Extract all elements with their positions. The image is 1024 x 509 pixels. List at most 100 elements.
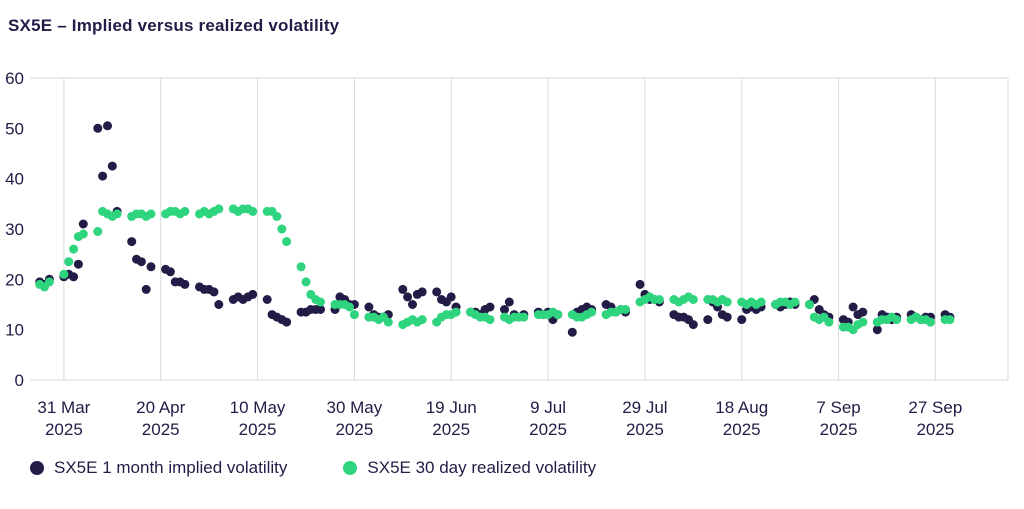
- x-tick-label: 30 May: [327, 398, 383, 417]
- y-tick-label: 0: [15, 371, 24, 390]
- data-point: [432, 287, 442, 297]
- data-point: [248, 289, 258, 299]
- data-point: [316, 297, 325, 307]
- x-tick-label: 31 Mar: [37, 398, 90, 417]
- data-point: [301, 277, 311, 287]
- data-point: [136, 257, 146, 267]
- data-point: [417, 315, 427, 325]
- data-point: [180, 206, 190, 216]
- x-tick-year-label: 2025: [239, 420, 277, 439]
- x-tick-year-label: 2025: [45, 420, 83, 439]
- data-point: [262, 295, 272, 304]
- data-point: [485, 315, 495, 325]
- data-point: [485, 302, 495, 312]
- x-tick-label: 27 Sep: [908, 398, 962, 417]
- x-tick-label: 20 Apr: [136, 398, 185, 417]
- y-tick-label: 30: [5, 220, 24, 239]
- x-tick-year-label: 2025: [432, 420, 470, 439]
- data-point: [73, 259, 83, 269]
- data-point: [214, 300, 224, 309]
- data-point: [103, 121, 112, 131]
- data-point: [446, 292, 456, 302]
- data-point: [93, 227, 103, 236]
- data-point: [272, 211, 282, 221]
- x-tick-year-label: 2025: [335, 420, 373, 439]
- data-point: [64, 257, 74, 267]
- data-point: [209, 287, 219, 297]
- chart-legend: SX5E 1 month implied volatility SX5E 30 …: [30, 454, 596, 482]
- realized-series-marker-icon: [343, 461, 358, 475]
- data-point: [500, 305, 509, 314]
- data-point: [872, 325, 882, 335]
- data-point: [408, 300, 417, 309]
- data-point: [248, 206, 258, 216]
- data-point: [737, 315, 747, 325]
- data-point: [146, 209, 156, 219]
- data-point: [688, 320, 698, 330]
- x-tick-label: 18 Aug: [715, 398, 768, 417]
- x-tick-year-label: 2025: [723, 420, 761, 439]
- data-point: [127, 237, 137, 247]
- y-tick-label: 20: [5, 270, 24, 289]
- data-point: [78, 219, 88, 229]
- data-point: [214, 204, 224, 214]
- data-point: [926, 317, 935, 327]
- data-point: [180, 279, 190, 289]
- data-point: [703, 315, 713, 325]
- x-tick-label: 29 Jul: [622, 398, 667, 417]
- data-point: [146, 262, 156, 272]
- data-point: [892, 315, 902, 325]
- data-point: [848, 302, 858, 312]
- data-point: [277, 224, 287, 234]
- x-tick-year-label: 2025: [142, 420, 180, 439]
- y-tick-label: 50: [5, 119, 24, 138]
- data-point: [504, 297, 514, 307]
- legend-item-realized: SX5E 30 day realized volatility: [343, 458, 596, 478]
- legend-label-realized: SX5E 30 day realized volatility: [367, 458, 597, 477]
- x-tick-year-label: 2025: [529, 420, 567, 439]
- data-point: [112, 209, 122, 219]
- data-point: [44, 277, 54, 287]
- data-point: [587, 307, 597, 317]
- y-tick-label: 60: [5, 69, 24, 88]
- x-tick-label: 19 Jun: [426, 398, 477, 417]
- data-point: [398, 284, 408, 294]
- data-point: [282, 317, 292, 327]
- data-point: [282, 237, 292, 247]
- data-point: [635, 279, 645, 289]
- data-point: [451, 307, 461, 317]
- chart-title: SX5E – Implied versus realized volatilit…: [8, 16, 340, 35]
- y-tick-label: 10: [5, 321, 24, 340]
- data-point: [296, 262, 306, 272]
- data-point: [756, 297, 766, 307]
- data-point: [383, 317, 393, 327]
- implied-series-marker-icon: [30, 461, 44, 475]
- data-point: [403, 292, 413, 302]
- data-point: [78, 229, 88, 239]
- x-tick-year-label: 2025: [820, 420, 858, 439]
- data-point: [93, 123, 103, 133]
- data-point: [364, 302, 374, 312]
- data-point: [824, 317, 834, 327]
- data-point: [59, 269, 69, 279]
- data-point: [567, 327, 577, 337]
- y-tick-label: 40: [5, 170, 24, 189]
- data-point: [858, 317, 868, 327]
- data-point: [945, 315, 955, 325]
- data-point: [69, 244, 79, 254]
- data-point: [141, 284, 151, 294]
- data-point: [345, 302, 354, 312]
- data-point: [107, 161, 117, 171]
- data-point: [98, 171, 108, 181]
- data-point: [553, 310, 563, 320]
- data-point: [621, 305, 630, 314]
- data-point: [519, 312, 529, 322]
- data-point: [858, 307, 868, 317]
- legend-item-implied: SX5E 1 month implied volatility: [30, 458, 287, 478]
- data-point: [654, 295, 664, 304]
- data-point: [316, 305, 325, 314]
- x-tick-year-label: 2025: [626, 420, 664, 439]
- x-tick-year-label: 2025: [916, 420, 954, 439]
- legend-label-implied: SX5E 1 month implied volatility: [54, 458, 288, 477]
- data-point: [349, 310, 359, 320]
